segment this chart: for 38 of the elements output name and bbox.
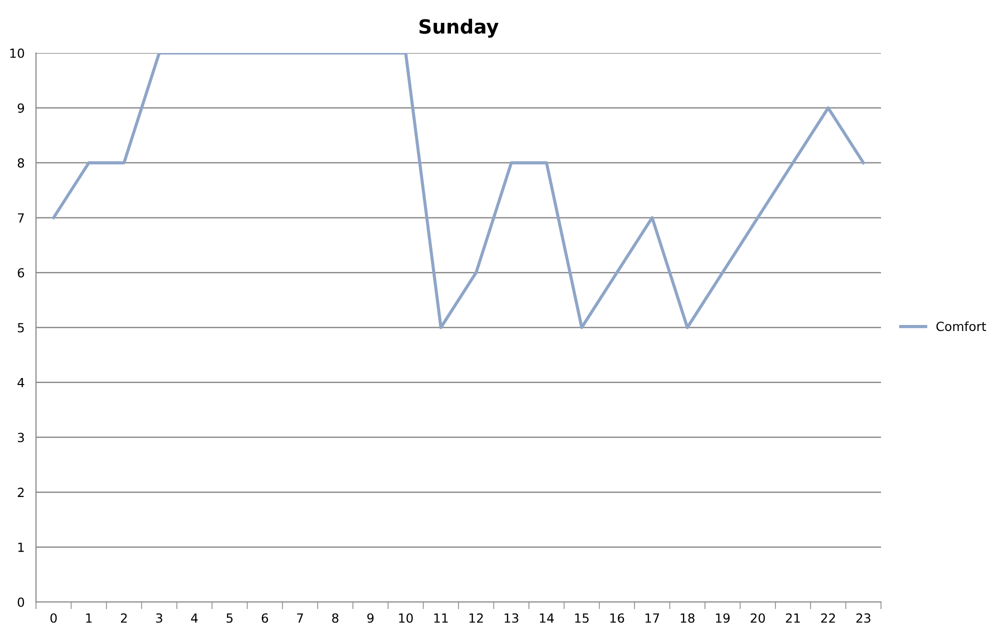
- y-tick-label: 8: [18, 158, 24, 168]
- x-tick-label: 20: [750, 613, 765, 623]
- x-tick-label: 22: [821, 613, 835, 623]
- x-tick-label: 5: [226, 613, 233, 623]
- x-tick-label: 10: [399, 613, 413, 623]
- y-tick-label: 4: [18, 378, 24, 388]
- x-tick-label: 23: [856, 613, 870, 623]
- x-tick-label: 1: [86, 613, 92, 623]
- x-tick-label: 19: [716, 613, 730, 623]
- x-tick-label: 14: [540, 613, 554, 623]
- x-tick-label: 2: [120, 613, 127, 623]
- y-tick-label: 2: [18, 488, 24, 497]
- y-tick-label: 6: [18, 268, 24, 278]
- x-tick-label: 6: [262, 613, 268, 623]
- chart-title: Sunday: [419, 18, 499, 38]
- y-tick-label: 3: [18, 432, 24, 442]
- x-tick-label: 18: [680, 613, 694, 623]
- x-tick-label: 15: [575, 613, 589, 623]
- line-series: [52, 53, 865, 330]
- x-tick-label: 3: [156, 613, 162, 623]
- legend-label: Comfort: [936, 321, 986, 332]
- x-tick-label: 4: [191, 613, 198, 623]
- x-tick-label: 13: [504, 613, 518, 623]
- y-tick-label: 5: [18, 323, 24, 332]
- y-tick-label: 7: [18, 213, 24, 222]
- x-tick-label: 8: [332, 613, 338, 623]
- y-tick-label: 0: [18, 597, 24, 607]
- x-tick-label: 9: [367, 613, 374, 623]
- x-tick-label: 21: [786, 613, 800, 623]
- x-tick-label: 17: [646, 613, 660, 623]
- x-tick-label: 16: [610, 613, 624, 623]
- y-tick-label: 10: [10, 48, 24, 58]
- x-tick-label: 0: [50, 613, 57, 623]
- x-tick-label: 11: [434, 613, 448, 623]
- x-tick-label: 7: [297, 613, 303, 623]
- y-tick-label: 1: [18, 542, 24, 552]
- y-tick-label: 9: [18, 103, 24, 113]
- x-tick-label: 12: [470, 613, 483, 623]
